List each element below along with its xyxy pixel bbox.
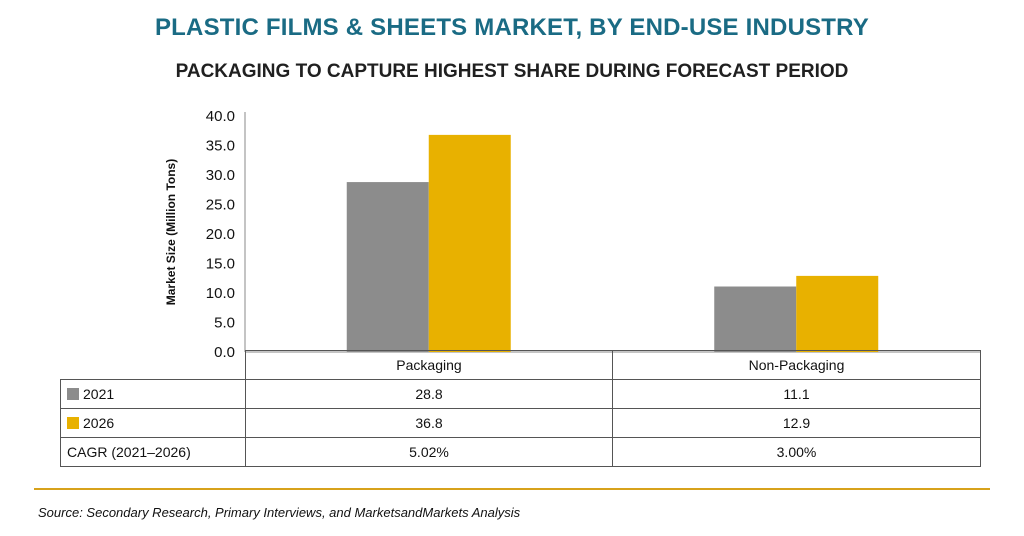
y-tick-label: 5.0 [214, 315, 235, 332]
legend-label: 2021 [83, 386, 115, 402]
bar-2021-non-packaging [714, 286, 797, 352]
y-tick-label: 40.0 [206, 108, 235, 125]
y-axis-ticks: 40.035.030.025.020.015.010.05.00.0 [206, 108, 235, 360]
bar-2026-non-packaging [796, 275, 879, 352]
bar-2021-packaging [346, 182, 429, 352]
chart-title: PLASTIC FILMS & SHEETS MARKET, BY END-US… [154, 14, 870, 41]
data-label: 28.8 [245, 379, 613, 409]
table-corner [60, 350, 246, 380]
legend-entry-2026: 2026 [60, 408, 246, 438]
data-table: Packaging Non-Packaging 2021 28.8 11.1 2… [60, 350, 981, 467]
table-row: 2021 28.8 11.1 [60, 379, 981, 409]
bar-chart: 40.035.030.025.020.015.010.05.00.0 Marke… [164, 108, 980, 360]
bar-2026-packaging [428, 134, 511, 352]
category-label: Non-Packaging [612, 350, 981, 380]
y-tick-label: 20.0 [206, 226, 235, 243]
y-tick-label: 30.0 [206, 167, 235, 184]
data-label: 36.8 [245, 408, 613, 438]
y-tick-label: 25.0 [206, 197, 235, 214]
cagr-value: 3.00% [612, 437, 981, 467]
category-label: Packaging [245, 350, 613, 380]
source-note: Source: Secondary Research, Primary Inte… [38, 505, 521, 520]
cagr-value: 5.02% [245, 437, 613, 467]
cagr-label: CAGR (2021–2026) [60, 437, 246, 467]
y-axis-label: Market Size (Million Tons) [164, 159, 178, 305]
y-tick-label: 15.0 [206, 256, 235, 273]
legend-label: 2026 [83, 415, 115, 431]
y-tick-label: 10.0 [206, 285, 235, 302]
y-tick-label: 35.0 [206, 138, 235, 155]
legend-swatch-2021 [67, 388, 79, 400]
chart-subtitle: PACKAGING TO CAPTURE HIGHEST SHARE DURIN… [175, 61, 849, 82]
table-header-row: Packaging Non-Packaging [60, 350, 981, 380]
table-row: 2026 36.8 12.9 [60, 408, 981, 438]
legend-swatch-2026 [67, 417, 79, 429]
data-label: 12.9 [612, 408, 981, 438]
table-row: CAGR (2021–2026) 5.02% 3.00% [60, 437, 981, 467]
bars-group [346, 134, 879, 352]
data-label: 11.1 [612, 379, 981, 409]
divider [34, 488, 990, 490]
legend-entry-2021: 2021 [60, 379, 246, 409]
